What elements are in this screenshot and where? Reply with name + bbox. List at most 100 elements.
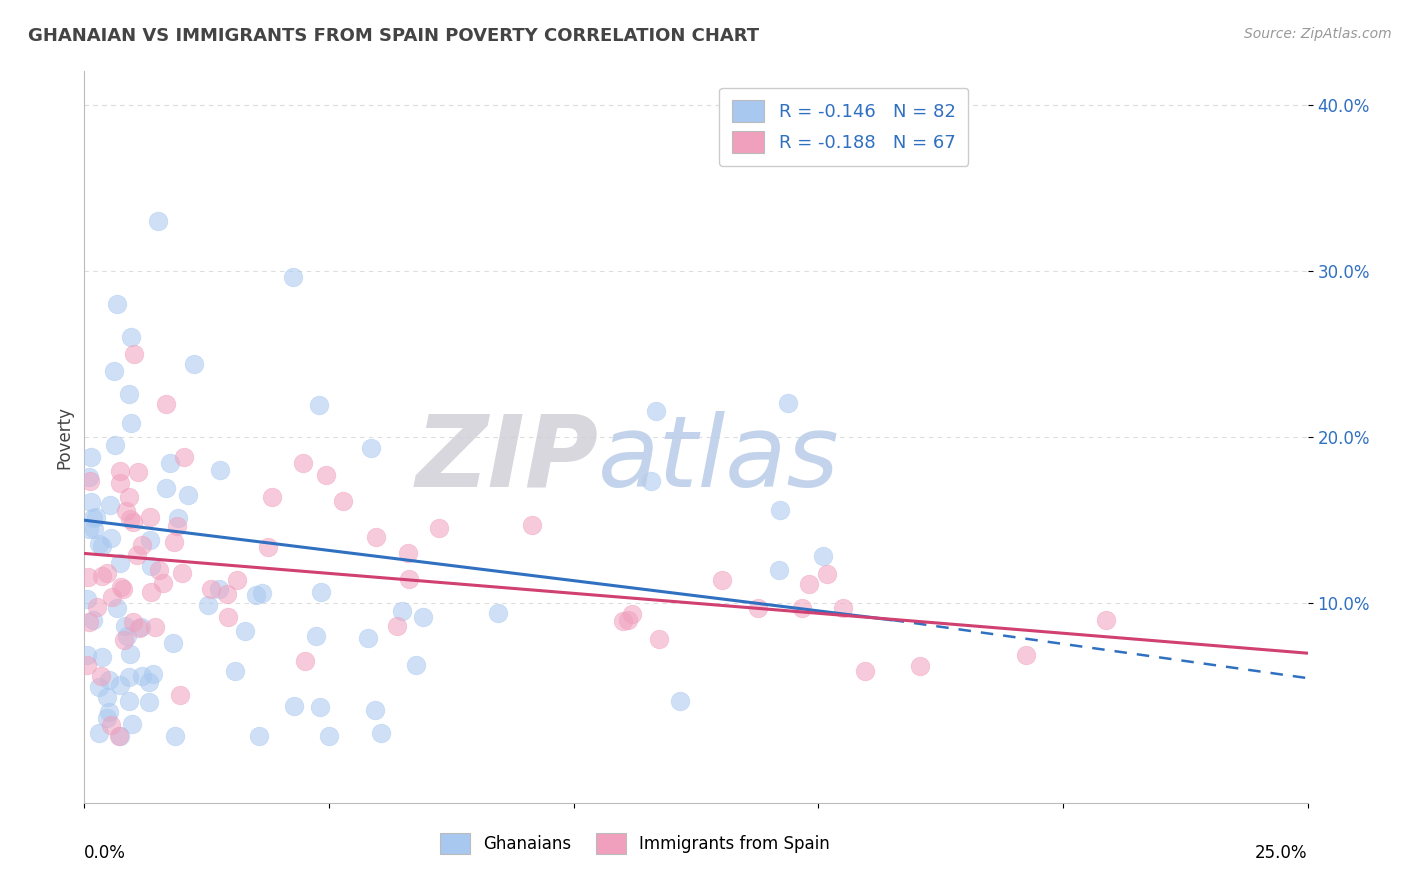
Point [370, 726, 392, 740]
Point [360, 441, 382, 455]
Point [332, 493, 354, 508]
Point [121, 717, 143, 731]
Point [89, 537, 111, 551]
Point [138, 694, 160, 708]
Point [127, 466, 149, 480]
Point [101, 591, 124, 605]
Point [1095, 613, 1118, 627]
Point [225, 573, 247, 587]
Point [104, 438, 127, 452]
Point [747, 601, 769, 615]
Point [385, 618, 408, 632]
Point [86, 600, 108, 615]
Point [617, 613, 640, 627]
Point [832, 601, 855, 615]
Point [391, 604, 413, 618]
Point [247, 729, 270, 743]
Point [155, 397, 177, 411]
Point [166, 519, 188, 533]
Point [357, 632, 380, 646]
Point [128, 621, 150, 635]
Point [710, 573, 733, 587]
Point [200, 582, 222, 597]
Point [76, 657, 98, 672]
Point [305, 629, 328, 643]
Point [790, 601, 813, 615]
Point [815, 567, 838, 582]
Point [669, 694, 692, 708]
Point [364, 530, 387, 544]
Point [138, 674, 160, 689]
Point [281, 269, 304, 284]
Point [120, 330, 142, 344]
Point [87, 680, 110, 694]
Point [76, 648, 98, 663]
Point [82, 613, 104, 627]
Point [256, 540, 278, 554]
Point [245, 588, 267, 602]
Point [83, 522, 105, 536]
Point [139, 585, 162, 599]
Point [118, 387, 141, 401]
Point [139, 533, 162, 548]
Point [173, 450, 195, 464]
Point [118, 647, 141, 661]
Point [120, 417, 142, 431]
Point [396, 546, 419, 560]
Point [98, 498, 121, 512]
Point [143, 620, 166, 634]
Text: 25.0%: 25.0% [1256, 845, 1308, 863]
Point [167, 511, 190, 525]
Point [120, 511, 142, 525]
Point [405, 657, 427, 672]
Text: Source: ZipAtlas.com: Source: ZipAtlas.com [1244, 27, 1392, 41]
Point [152, 575, 174, 590]
Point [110, 580, 132, 594]
Point [315, 467, 337, 482]
Text: ZIP: ZIP [415, 410, 598, 508]
Point [645, 404, 668, 418]
Point [77, 522, 100, 536]
Point [117, 694, 139, 708]
Point [486, 606, 509, 620]
Point [131, 538, 153, 552]
Text: atlas: atlas [598, 410, 839, 508]
Point [138, 510, 160, 524]
Text: GHANAIAN VS IMMIGRANTS FROM SPAIN POVERTY CORRELATION CHART: GHANAIAN VS IMMIGRANTS FROM SPAIN POVERT… [28, 27, 759, 45]
Point [797, 577, 820, 591]
Point [294, 654, 316, 668]
Point [108, 464, 131, 478]
Point [283, 698, 305, 713]
Point [177, 488, 200, 502]
Text: 0.0%: 0.0% [84, 845, 127, 863]
Point [103, 363, 125, 377]
Point [110, 678, 132, 692]
Point [309, 584, 332, 599]
Point [122, 515, 145, 529]
Point [131, 669, 153, 683]
Point [105, 297, 128, 311]
Point [111, 582, 134, 596]
Point [172, 566, 194, 581]
Point [217, 610, 239, 624]
Point [427, 521, 450, 535]
Point [621, 607, 644, 621]
Point [89, 726, 111, 740]
Point [117, 670, 139, 684]
Point [208, 582, 231, 597]
Point [96, 711, 118, 725]
Point [183, 357, 205, 371]
Point [79, 615, 101, 629]
Point [155, 481, 177, 495]
Point [768, 563, 790, 577]
Point [96, 690, 118, 705]
Point [108, 729, 131, 743]
Point [82, 511, 104, 525]
Point [108, 729, 131, 743]
Y-axis label: Poverty: Poverty [55, 406, 73, 468]
Point [233, 624, 256, 639]
Point [308, 398, 330, 412]
Point [139, 559, 162, 574]
Point [169, 688, 191, 702]
Point [90, 569, 112, 583]
